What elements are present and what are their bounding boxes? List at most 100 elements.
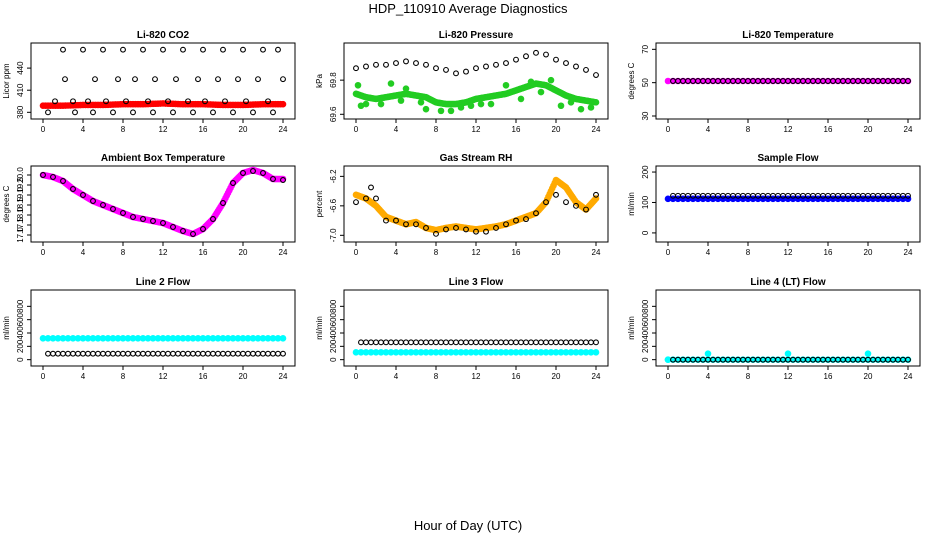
- data-point: [363, 339, 369, 346]
- data-point: [110, 109, 116, 116]
- data-point: [513, 56, 519, 63]
- x-tick-label: 4: [706, 372, 711, 381]
- y-tick-label: 100: [641, 195, 650, 209]
- data-point: [463, 226, 469, 233]
- data-point: [433, 230, 439, 237]
- data-point: [150, 109, 156, 116]
- y-tick-label: 0: [329, 357, 338, 362]
- data-point: [373, 195, 379, 202]
- data-point: [80, 350, 86, 357]
- series-ambient-open-: [40, 168, 286, 237]
- panel-3: Li-820 Temperature degrees C 0 4 8 12 16 20 24 30…: [627, 30, 921, 134]
- data-point: [85, 98, 91, 105]
- data-point: [132, 76, 138, 83]
- data-point: [393, 339, 399, 346]
- panel-5: Gas Stream RH percent 0 4 8 12 16 20 24 -7.0 -6.6 -…: [315, 153, 609, 257]
- data-point: [373, 339, 379, 346]
- x-tick-label: 12: [472, 248, 481, 257]
- x-tick-label: 20: [552, 125, 561, 134]
- data-point: [905, 78, 911, 84]
- data-point: [433, 339, 439, 346]
- data-point: [230, 350, 236, 357]
- plot-frame: [30, 165, 296, 243]
- data-point: [170, 350, 176, 357]
- data-point: [543, 339, 549, 346]
- panel-title: Line 4 (LT) Flow: [750, 277, 826, 288]
- data-point: [493, 224, 499, 231]
- x-tick-label: 8: [434, 372, 439, 381]
- data-point: [60, 46, 66, 53]
- y-axis-label: ml/min: [627, 316, 636, 340]
- x-tick-label: 8: [121, 125, 126, 134]
- data-point: [592, 349, 600, 356]
- data-point: [443, 66, 449, 73]
- data-point: [453, 70, 459, 77]
- x-tick-label: 8: [121, 372, 126, 381]
- data-point: [513, 339, 519, 346]
- data-point: [377, 100, 385, 108]
- y-tick-label: 17.0: [16, 227, 25, 243]
- data-point: [363, 63, 369, 70]
- data-point: [62, 76, 68, 83]
- data-point: [110, 206, 116, 212]
- data-point: [508, 339, 514, 346]
- data-point: [557, 102, 565, 110]
- x-tick-label: 8: [746, 372, 751, 381]
- data-point: [190, 350, 196, 357]
- data-point: [513, 217, 519, 224]
- data-point: [220, 350, 226, 357]
- x-tick-label: 16: [512, 372, 521, 381]
- y-tick-label: 18.5: [16, 197, 25, 213]
- data-point: [180, 46, 186, 53]
- y-axis-label: ml/min: [315, 316, 324, 340]
- series-pressure-b: [352, 80, 600, 108]
- x-tick-label: 24: [592, 372, 601, 381]
- x-tick-label: 16: [512, 125, 521, 134]
- panel-title: Gas Stream RH: [440, 153, 513, 164]
- data-point: [488, 339, 494, 346]
- x-tick-label: 0: [354, 125, 359, 134]
- y-tick-label: 600: [16, 312, 25, 326]
- data-point: [72, 109, 78, 116]
- x-tick-label: 12: [159, 372, 168, 381]
- data-point: [235, 350, 241, 357]
- data-point: [75, 350, 81, 357]
- y-tick-label: 70: [641, 44, 650, 53]
- data-point: [80, 46, 86, 53]
- x-tick-label: 24: [279, 372, 288, 381]
- data-point: [70, 186, 76, 192]
- x-tick-label: 0: [354, 372, 359, 381]
- data-point: [175, 350, 181, 357]
- data-point: [784, 350, 792, 357]
- data-point: [240, 170, 246, 176]
- x-tick-label: 0: [666, 125, 671, 134]
- y-tick-label: 69.8: [329, 72, 338, 88]
- data-point: [543, 51, 549, 58]
- series-line-2-cyan-: [39, 335, 287, 342]
- data-point: [402, 85, 410, 92]
- data-point: [533, 339, 539, 346]
- data-point: [103, 98, 109, 105]
- data-point: [120, 210, 126, 216]
- x-tick-label: 16: [199, 372, 208, 381]
- data-point: [90, 109, 96, 116]
- data-point: [90, 350, 96, 357]
- series-line-3-open-: [358, 339, 599, 346]
- data-point: [453, 339, 459, 346]
- y-tick-label: 600: [641, 312, 650, 326]
- data-point: [423, 61, 429, 68]
- series-rh-open-: [353, 184, 599, 237]
- x-tick-label: 20: [239, 125, 248, 134]
- data-point: [240, 350, 246, 357]
- x-tick-label: 16: [824, 248, 833, 257]
- x-tick-label: 8: [121, 248, 126, 257]
- series-co2: [39, 100, 287, 109]
- x-tick-label: 20: [864, 248, 873, 257]
- x-tick-label: 0: [666, 248, 671, 257]
- y-tick-label: 400: [16, 326, 25, 340]
- series-temp-open-: [670, 78, 911, 84]
- data-point: [473, 65, 479, 72]
- data-point: [145, 98, 151, 105]
- data-point: [578, 339, 584, 346]
- panel-9: Line 4 (LT) Flow ml/min 0 4 8 12 16 20 24 0 200400…: [627, 277, 921, 381]
